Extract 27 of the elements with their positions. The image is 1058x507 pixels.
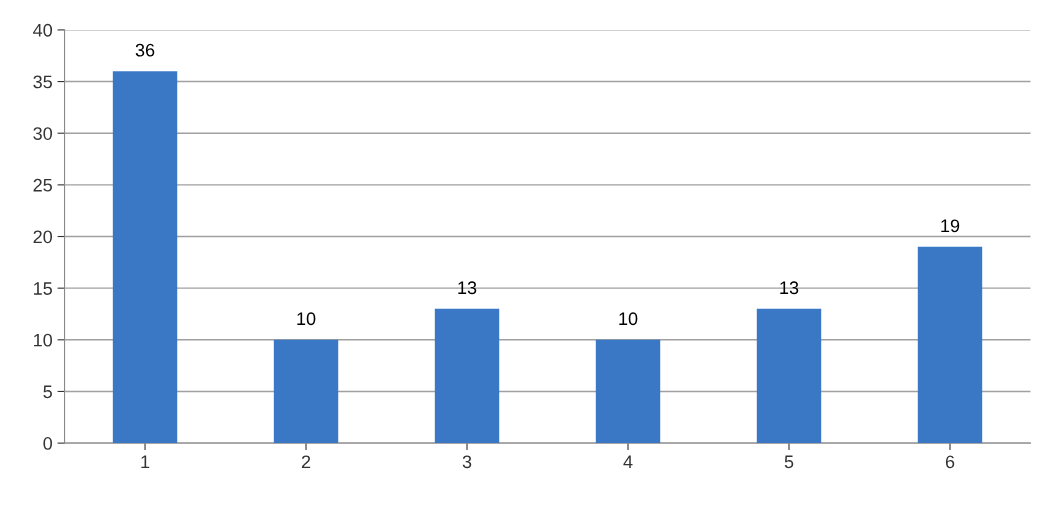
x-tick-label: 3 [462,455,472,469]
x-tick-label: 1 [141,455,150,469]
bar [273,339,339,444]
y-tick-label: 30 [33,127,53,140]
data-label: 19 [941,219,960,233]
x-tick-label: 6 [945,455,955,469]
x-tick-label: 2 [301,455,311,469]
bar [434,308,500,444]
bar [112,71,178,444]
bar [917,246,983,444]
x-tick-label: 4 [623,455,633,469]
data-label: 10 [619,312,638,326]
bar [756,308,822,444]
y-tick-label: 10 [34,333,53,347]
data-label: 10 [297,312,316,326]
y-tick-label: 40 [33,23,53,37]
y-tick-label: 0 [43,437,53,450]
y-tick-label: 25 [33,178,52,192]
y-tick-label: 5 [43,385,52,399]
y-tick-label: 20 [33,230,53,244]
bar [595,339,661,444]
data-label: 13 [780,281,799,295]
data-label: 36 [135,43,155,57]
data-label: 13 [458,281,477,295]
y-tick-label: 15 [34,282,52,295]
y-tick-label: 35 [33,75,52,89]
x-tick-label: 5 [784,455,794,469]
